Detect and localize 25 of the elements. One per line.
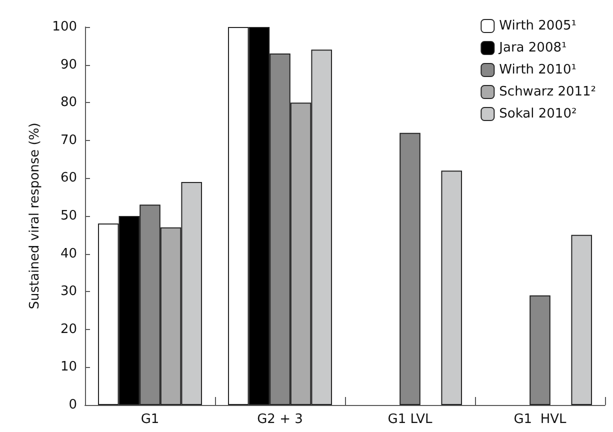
x-tick-label: G1 [140,412,160,427]
y-tick-label: 100 [52,20,77,34]
legend-label: Schwarz 2011² [499,84,596,100]
y-tick-label: 20 [60,322,77,337]
legend-label: Wirth 2005¹ [499,18,576,34]
legend-label: Sokal 2010² [499,106,577,122]
y-tick-label: 0 [68,398,77,412]
bar [530,295,550,405]
legend-label: Jara 2008¹ [498,40,567,56]
y-tick-label: 80 [60,95,77,110]
bar [441,170,462,405]
x-tick-label: G1 HVL [514,412,568,427]
x-tick-label: G2 + 3 [257,412,303,427]
y-tick-label: 10 [60,360,77,375]
y-axis-title: Sustained viral response (%) [27,122,42,310]
y-tick-label: 90 [60,57,77,72]
bar [571,234,592,405]
y-tick-label: 30 [60,284,77,300]
bar [400,132,420,405]
y-tick-label: 40 [60,246,77,262]
y-tick-label: 70 [60,132,77,148]
y-tick-label: 50 [60,208,77,224]
legend-label: Wirth 2010¹ [499,62,576,78]
y-tick-label: 60 [60,170,77,186]
x-tick-label: G1 LVL [388,412,433,427]
